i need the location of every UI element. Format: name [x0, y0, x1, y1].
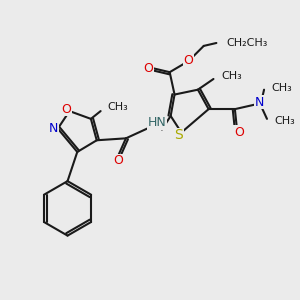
Text: O: O: [113, 154, 123, 167]
Text: N: N: [254, 96, 264, 109]
Text: CH₃: CH₃: [221, 71, 242, 81]
Text: O: O: [143, 62, 153, 75]
Text: CH₃: CH₃: [272, 83, 292, 93]
Text: N: N: [49, 122, 58, 135]
Text: S: S: [174, 128, 183, 142]
Text: CH₃: CH₃: [107, 102, 128, 112]
Text: O: O: [183, 54, 193, 67]
Text: O: O: [61, 103, 71, 116]
Text: HN: HN: [148, 116, 166, 129]
Text: CH₃: CH₃: [275, 116, 296, 126]
Text: CH₂CH₃: CH₂CH₃: [226, 38, 268, 48]
Text: O: O: [234, 126, 244, 139]
